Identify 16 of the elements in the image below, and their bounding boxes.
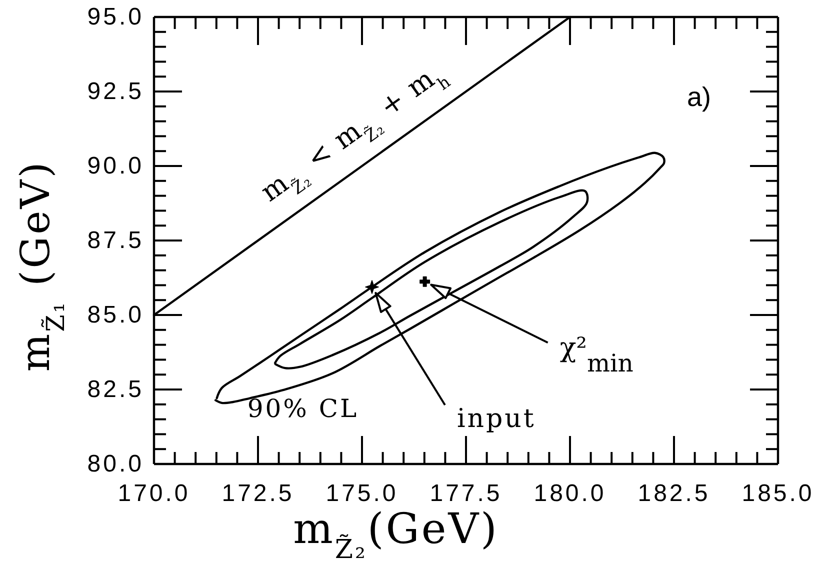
annotation: 90% CL: [247, 394, 359, 423]
y-tick-label: 95.0: [87, 4, 144, 31]
y-tick-label: 80.0: [87, 450, 144, 478]
annotation: a): [686, 82, 712, 112]
annotation: input: [456, 404, 536, 434]
y-tick-label: 82.5: [87, 376, 144, 404]
x-tick-label: 185.0: [742, 480, 814, 508]
x-tick-label: 180.0: [534, 480, 606, 508]
y-tick-label: 87.5: [87, 227, 144, 254]
annotation: χ²$_{min}$: [560, 332, 634, 378]
x-tick-label: 182.5: [638, 480, 710, 508]
y-tick-label: 92.5: [87, 78, 144, 106]
y-tick-label: 90.0: [87, 152, 144, 180]
x-tick-label: 172.5: [222, 480, 294, 508]
x-tick-label: 170.0: [118, 480, 190, 508]
y-tick-label: 85.0: [87, 302, 144, 329]
